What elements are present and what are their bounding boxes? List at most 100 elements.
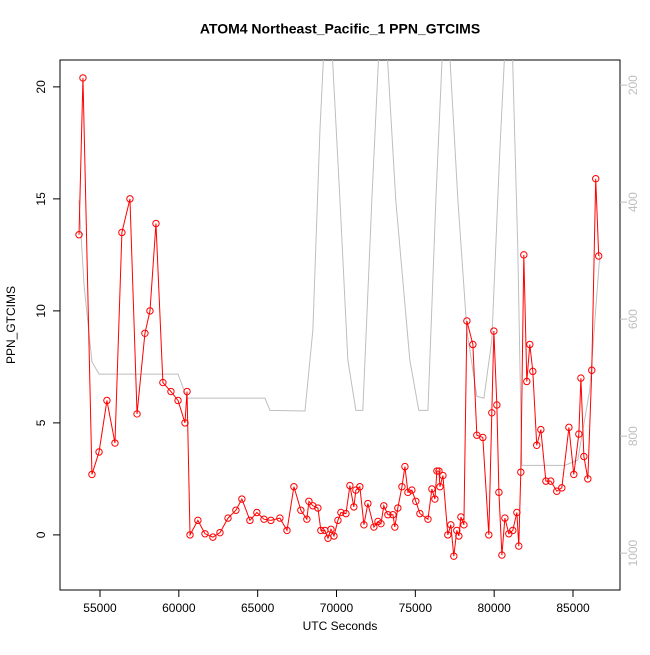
point <box>330 532 338 540</box>
point <box>558 484 566 492</box>
y2-tick-label: 800 <box>626 426 640 446</box>
point <box>592 175 600 183</box>
chart-title: ATOM4 Northeast_Pacific_1 PPN_GTCIMS <box>200 21 480 37</box>
point <box>416 509 424 518</box>
point <box>327 525 335 533</box>
point <box>159 378 167 387</box>
series-line <box>78 77 600 557</box>
point <box>186 531 194 539</box>
point <box>194 516 202 525</box>
point <box>501 514 509 522</box>
point <box>565 423 573 432</box>
point <box>433 467 441 475</box>
point <box>384 511 392 519</box>
point <box>450 552 458 560</box>
y-axis-label: PPN_GTCIMS <box>4 286 18 364</box>
point <box>283 526 291 535</box>
point <box>356 483 364 491</box>
point <box>526 340 534 349</box>
y-tick-label: 10 <box>34 304 48 318</box>
point <box>346 481 354 490</box>
point <box>350 503 358 511</box>
y2-tick-label: 1000 <box>626 539 640 566</box>
point <box>469 340 477 349</box>
point <box>303 515 311 523</box>
x-tick-label: 80000 <box>477 601 511 615</box>
point <box>167 387 175 396</box>
point <box>342 509 350 518</box>
y-tick-label: 20 <box>34 80 48 94</box>
point <box>431 495 439 503</box>
point <box>495 488 503 497</box>
point <box>412 497 420 505</box>
point <box>360 521 368 529</box>
point <box>79 74 87 82</box>
point <box>537 425 545 434</box>
point <box>580 452 588 461</box>
point <box>88 470 96 479</box>
point <box>460 521 468 529</box>
x-tick-label: 55000 <box>83 601 117 615</box>
point <box>435 467 443 475</box>
point <box>95 448 103 456</box>
point <box>517 468 525 476</box>
point <box>380 502 388 510</box>
point <box>439 471 447 480</box>
point <box>314 504 322 512</box>
point <box>334 516 342 525</box>
point <box>232 506 240 514</box>
point <box>238 495 246 503</box>
plot-frame <box>59 59 621 591</box>
point <box>253 508 261 517</box>
point <box>588 366 596 374</box>
y2-tick-label: 600 <box>626 309 640 329</box>
point <box>529 367 537 376</box>
point <box>267 516 275 525</box>
point <box>408 486 416 494</box>
x-tick-label: 75000 <box>399 601 433 615</box>
point <box>174 396 182 405</box>
point <box>377 519 385 528</box>
point <box>141 329 149 337</box>
point <box>490 327 498 335</box>
point <box>103 396 111 405</box>
y2-tick-label: 200 <box>626 75 640 95</box>
point <box>152 219 160 228</box>
point <box>297 506 305 514</box>
point <box>520 251 528 259</box>
point <box>575 430 583 438</box>
point <box>224 514 232 522</box>
point <box>515 542 523 550</box>
point <box>404 488 412 497</box>
point <box>370 523 378 531</box>
y-tick-label: 0 <box>34 531 48 538</box>
point <box>547 477 555 485</box>
point <box>533 441 541 449</box>
point <box>337 508 345 517</box>
point <box>389 511 397 519</box>
point <box>209 533 217 541</box>
point <box>498 551 506 559</box>
y-tick-label: 15 <box>34 192 48 206</box>
point <box>447 521 455 529</box>
point <box>246 516 254 525</box>
point <box>436 483 444 491</box>
x-tick-label: 85000 <box>556 601 590 615</box>
plot-area <box>75 60 603 560</box>
point <box>317 526 325 535</box>
y2-tick-label: 400 <box>626 192 640 212</box>
x-tick-label: 70000 <box>320 601 354 615</box>
point <box>401 462 409 471</box>
point <box>595 252 603 260</box>
point <box>485 531 493 539</box>
point <box>553 487 561 495</box>
point <box>111 439 119 447</box>
x-tick-label: 65000 <box>241 601 275 615</box>
point <box>75 231 83 239</box>
point <box>290 483 298 491</box>
point <box>216 528 224 537</box>
point <box>509 526 517 535</box>
point <box>260 515 268 523</box>
